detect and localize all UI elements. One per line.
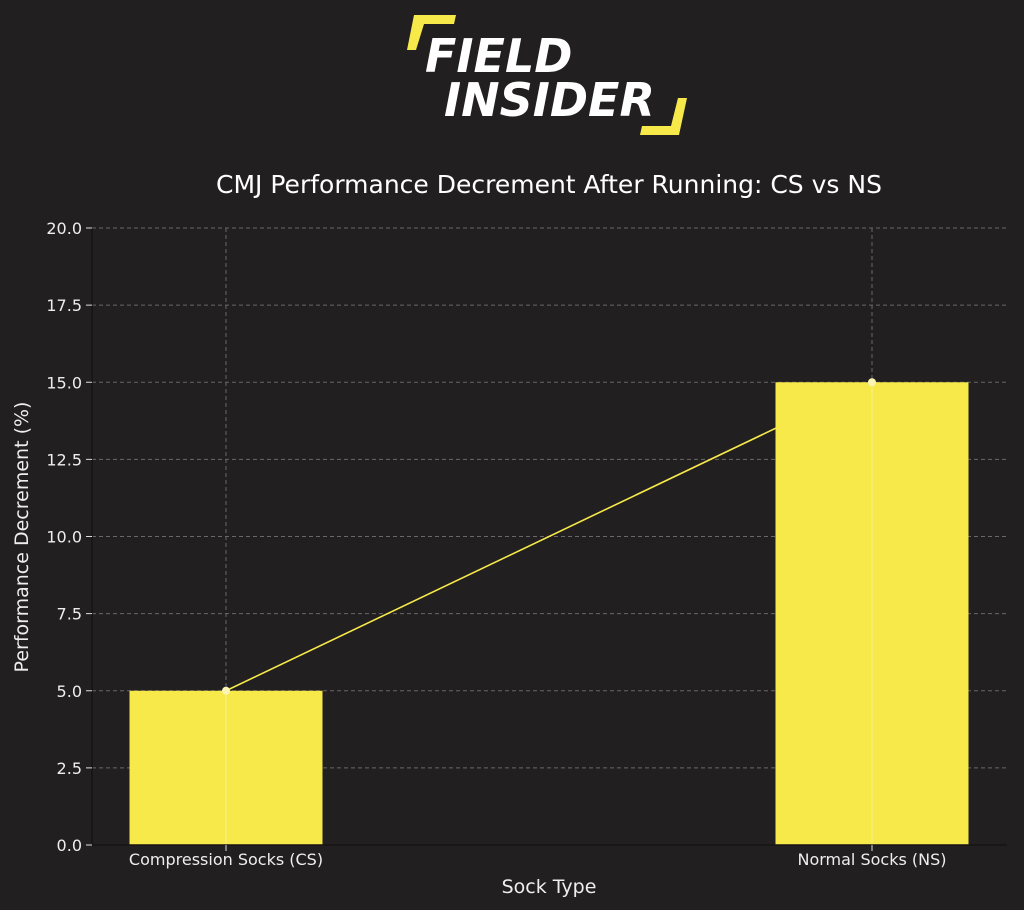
y-tick-label: 0.0 [57, 836, 82, 855]
ticks-layer: 0.0 2.5 5.0 7.5 10.0 12.5 15.0 17.5 20.0 Compress… [46, 219, 946, 869]
trend-point [868, 378, 876, 387]
y-tick-label: 12.5 [46, 450, 82, 469]
y-tick-label: 17.5 [46, 296, 82, 315]
y-tick-label: 15.0 [46, 373, 82, 392]
field-insider-logo: FIELD INSIDER [407, 15, 687, 135]
trend-point [222, 686, 230, 695]
y-axis-label: Performance Decrement (%) [11, 402, 33, 673]
bars-layer [129, 382, 969, 845]
y-tick-label: 5.0 [57, 682, 82, 701]
x-axis-label: Sock Type [502, 876, 597, 898]
y-tick-label: 7.5 [57, 605, 82, 624]
chart-title: CMJ Performance Decrement After Running:… [216, 170, 882, 199]
y-tick-label: 10.0 [46, 528, 82, 547]
logo-bracket-bottom-right-icon [640, 98, 687, 135]
y-tick-label: 2.5 [57, 759, 82, 778]
logo-line-2: INSIDER [444, 73, 655, 127]
line-layer [222, 378, 876, 695]
x-tick-label: Compression Socks (CS) [129, 850, 323, 869]
x-tick-label: Normal Socks (NS) [797, 850, 946, 869]
y-tick-label: 20.0 [46, 219, 82, 238]
trend-line [225, 381, 873, 692]
logo-line-1: FIELD [425, 29, 572, 83]
logo-bracket-top-left-icon [407, 15, 456, 50]
